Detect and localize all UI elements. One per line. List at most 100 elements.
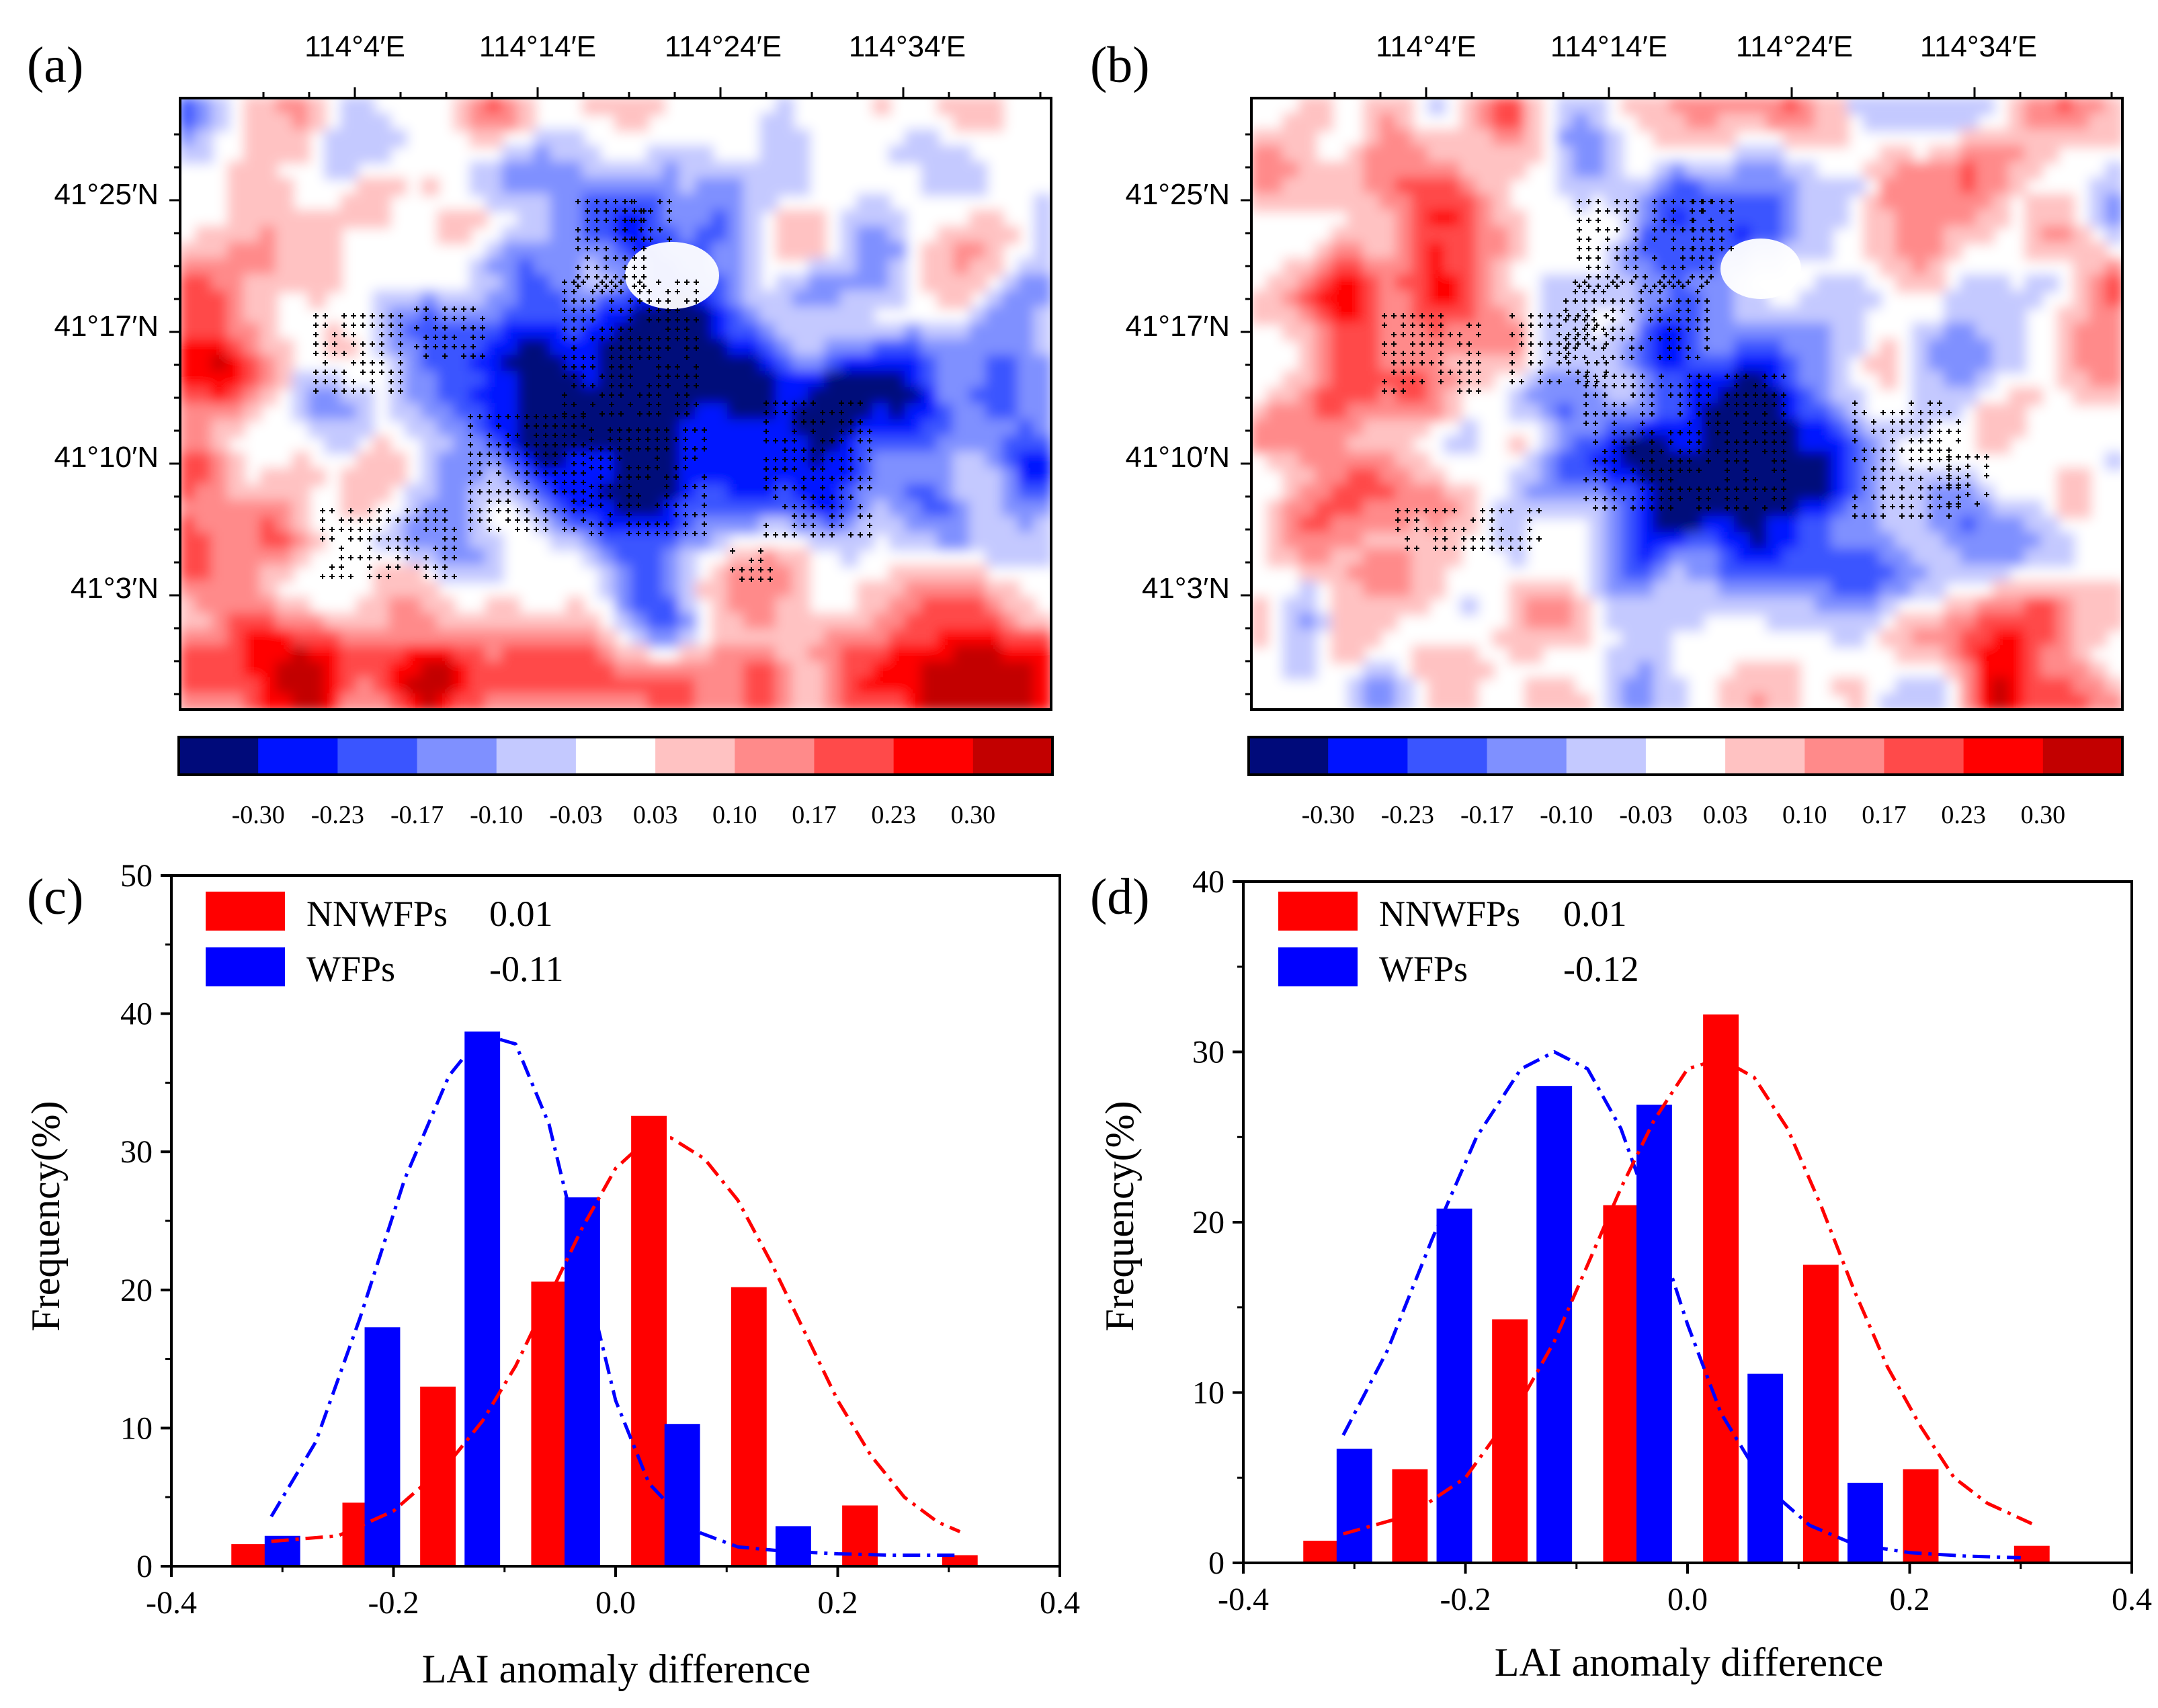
bar-wfps [1336, 1449, 1372, 1563]
field-cell [2024, 581, 2043, 599]
field-cell [1879, 532, 1898, 551]
field-cell [1782, 113, 1801, 132]
field-cell [727, 371, 746, 390]
field-cell [211, 484, 230, 503]
field-cell [388, 597, 407, 615]
field-cell [1927, 564, 1946, 583]
field-cell [2040, 661, 2059, 680]
field-cell [1734, 355, 1753, 374]
field-cell [1831, 532, 1850, 551]
field-cell [1034, 419, 1051, 438]
field-cell [727, 516, 746, 535]
field-cell [937, 355, 956, 374]
field-cell [582, 548, 601, 567]
field-cell [1476, 194, 1495, 212]
field-cell [743, 226, 762, 245]
field-cell [324, 419, 343, 438]
field-cell [292, 484, 310, 503]
field-cell [227, 242, 246, 261]
colorbar-segment [972, 737, 1053, 775]
field-cell [195, 516, 214, 535]
field-cell [1460, 516, 1479, 535]
field-cell [647, 693, 665, 710]
field-cell [856, 677, 875, 696]
field-cell [647, 661, 665, 680]
field-cell [485, 387, 504, 406]
field-cell [1379, 661, 1398, 680]
field-cell [888, 435, 907, 454]
field-cell [340, 645, 359, 664]
field-cell [1621, 677, 1640, 696]
field-cell [211, 516, 230, 535]
field-cell [872, 516, 891, 535]
field-cell [937, 258, 956, 277]
field-cell [1815, 177, 1833, 196]
field-cell [1637, 693, 1656, 710]
field-cell [969, 613, 988, 632]
field-cell [1315, 516, 1333, 535]
field-cell [711, 290, 730, 309]
field-cell [1863, 194, 1882, 212]
field-cell [1669, 355, 1688, 374]
field-cell [1798, 564, 1817, 583]
field-cell [969, 161, 988, 180]
field-cell [1992, 419, 2011, 438]
field-cell [2040, 548, 2059, 567]
field-cell [953, 693, 972, 710]
field-cell [1589, 113, 1608, 132]
field-cell [243, 274, 262, 293]
field-cell [630, 306, 649, 325]
x-tick-label: 0.4 [1040, 1585, 1080, 1621]
field-cell [695, 355, 714, 374]
field-cell [743, 323, 762, 341]
field-cell [969, 693, 988, 710]
field-cell [695, 581, 714, 599]
field-cell [1540, 274, 1559, 293]
field-cell [2008, 693, 2027, 710]
field-cell [1798, 548, 1817, 567]
field-cell [1669, 677, 1688, 696]
field-cell [663, 516, 681, 535]
field-cell [953, 645, 972, 664]
field-cell [453, 290, 472, 309]
field-cell [243, 613, 262, 632]
field-cell [614, 177, 633, 196]
field-cell [630, 548, 649, 567]
field-cell [1637, 484, 1656, 503]
field-cell [421, 500, 440, 519]
field-cell [1492, 323, 1511, 341]
field-cell [2089, 581, 2108, 599]
field-cell [1847, 516, 1866, 535]
field-cell [921, 581, 940, 599]
field-cell [1298, 435, 1317, 454]
field-cell [1034, 532, 1051, 551]
field-cell [1540, 500, 1559, 519]
field-cell [227, 258, 246, 277]
field-cell [1863, 581, 1882, 599]
field-cell [1621, 500, 1640, 519]
field-cell [1315, 177, 1333, 196]
field-cell [501, 693, 520, 710]
field-cell [243, 371, 262, 390]
significance-markers-b [1382, 199, 1989, 551]
field-cell [1018, 323, 1036, 341]
field-cell [1831, 468, 1850, 486]
field-cell [1637, 226, 1656, 245]
field-cell [727, 468, 746, 486]
field-cell [1315, 242, 1333, 261]
field-cell [1669, 419, 1688, 438]
field-cell [1960, 210, 1979, 228]
field-cell [1960, 98, 1979, 116]
field-cell [840, 629, 859, 648]
field-cell [550, 516, 569, 535]
field-cell [276, 113, 294, 132]
field-cell [501, 145, 520, 164]
field-cell [1976, 226, 1995, 245]
field-cell [872, 258, 891, 277]
field-cell [227, 516, 246, 535]
field-cell [1734, 161, 1753, 180]
field-cell [517, 339, 536, 357]
field-cell [211, 290, 230, 309]
field-cell [1944, 564, 1962, 583]
field-cell [776, 226, 794, 245]
